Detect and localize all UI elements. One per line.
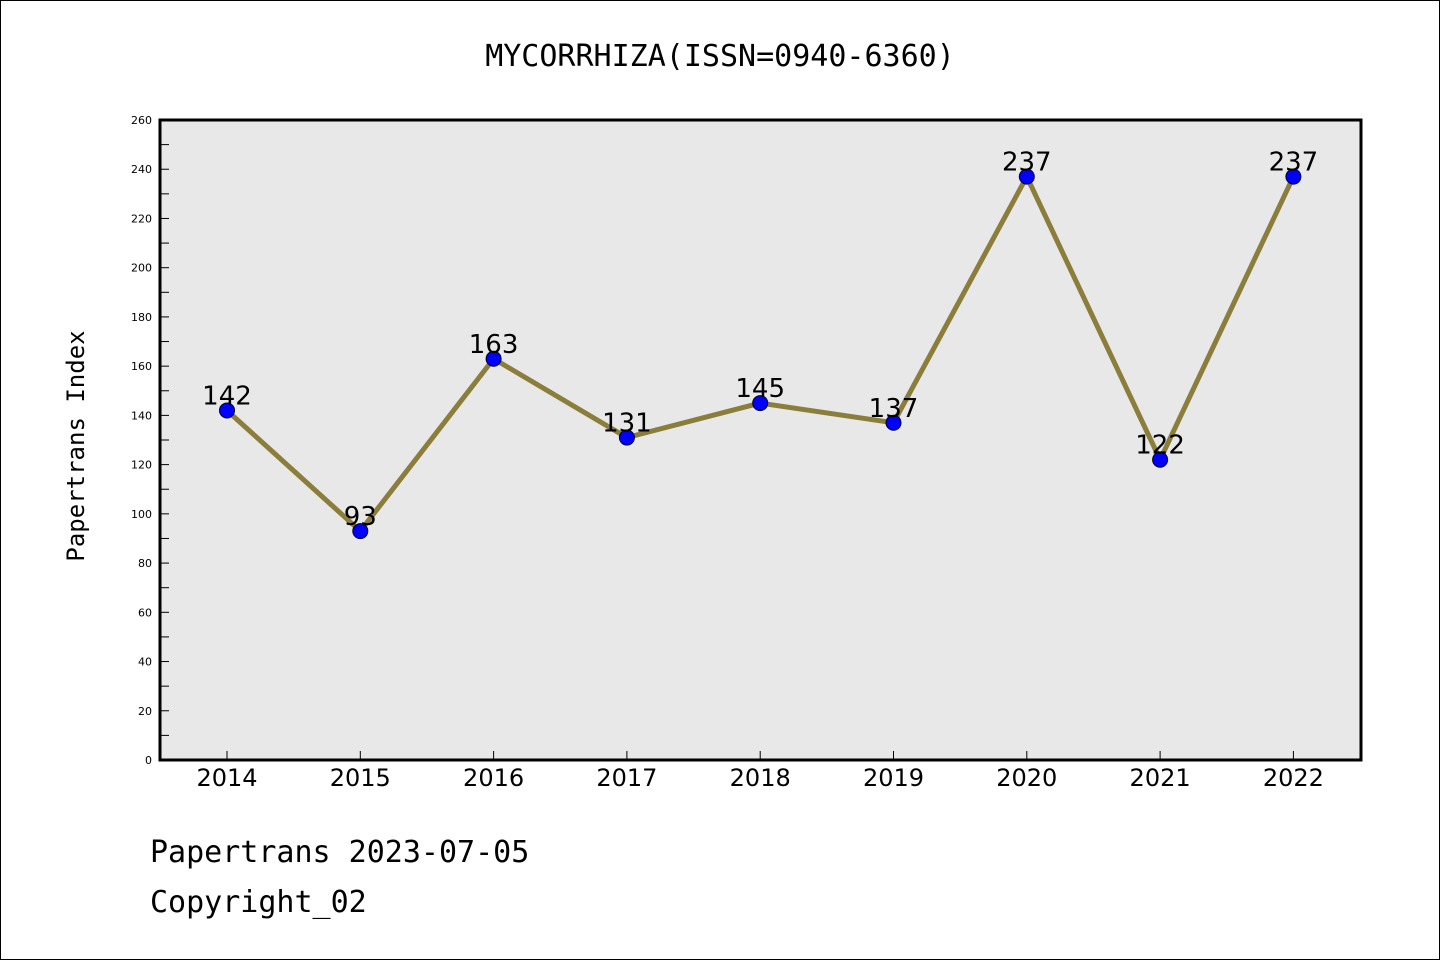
data-labels: 142 93 163 131 145 137 237 122 237 (202, 148, 1318, 532)
footer-copyright: Copyright_02 (150, 885, 367, 920)
data-markers (219, 168, 1302, 540)
data-label: 142 (202, 381, 252, 411)
x-tick-label: 2014 (196, 764, 257, 792)
data-point (1285, 168, 1302, 185)
y-tick-label: 160 (131, 360, 152, 373)
y-tick-label: 200 (131, 262, 152, 275)
y-tick-label: 60 (138, 606, 152, 619)
data-point (1152, 451, 1169, 468)
y-tick-label: 20 (138, 705, 152, 718)
data-point (485, 350, 502, 367)
x-tick-label: 2020 (996, 764, 1057, 792)
data-point (1018, 168, 1035, 185)
chart-title: MYCORRHIZA(ISSN=0940-6360) (485, 39, 955, 74)
data-label: 131 (602, 409, 652, 439)
x-tick-label: 2021 (1130, 764, 1191, 792)
y-tick-label: 220 (131, 212, 152, 225)
data-label: 122 (1135, 431, 1185, 461)
x-tick-label: 2017 (596, 764, 657, 792)
y-tick-label: 40 (138, 656, 152, 669)
data-point (618, 429, 635, 446)
footer-date: Papertrans 2023-07-05 (150, 835, 530, 870)
data-label: 163 (469, 330, 519, 360)
y-tick-label: 100 (131, 508, 152, 521)
data-label: 237 (1269, 148, 1319, 178)
y-tick-label: 260 (131, 114, 152, 127)
data-point (352, 523, 369, 540)
data-label: 93 (344, 502, 377, 532)
x-axis-ticks: 2014 2015 2016 2017 2018 2019 2020 2021 2022 (196, 751, 1324, 792)
y-tick-label: 140 (131, 409, 152, 422)
x-tick-label: 2016 (463, 764, 524, 792)
x-tick-label: 2019 (863, 764, 924, 792)
y-tick-label: 120 (131, 459, 152, 472)
y-tick-label: 240 (131, 163, 152, 176)
y-tick-label: 180 (131, 311, 152, 324)
data-point (752, 395, 769, 412)
data-point (885, 414, 902, 431)
data-label: 237 (1002, 148, 1052, 178)
x-tick-label: 2022 (1263, 764, 1324, 792)
data-label: 145 (735, 374, 785, 404)
y-tick-label: 80 (138, 557, 152, 570)
data-label: 137 (869, 394, 919, 424)
x-tick-label: 2018 (730, 764, 791, 792)
y-axis-ticks: 0 20 40 60 80 100 120 140 160 180 200 220 240 260 (131, 114, 169, 767)
plot-area (158, 118, 1363, 762)
y-axis-label: Papertrans Index (62, 330, 90, 561)
y-tick-label: 0 (145, 754, 152, 767)
x-tick-label: 2015 (330, 764, 391, 792)
data-point (219, 402, 235, 419)
